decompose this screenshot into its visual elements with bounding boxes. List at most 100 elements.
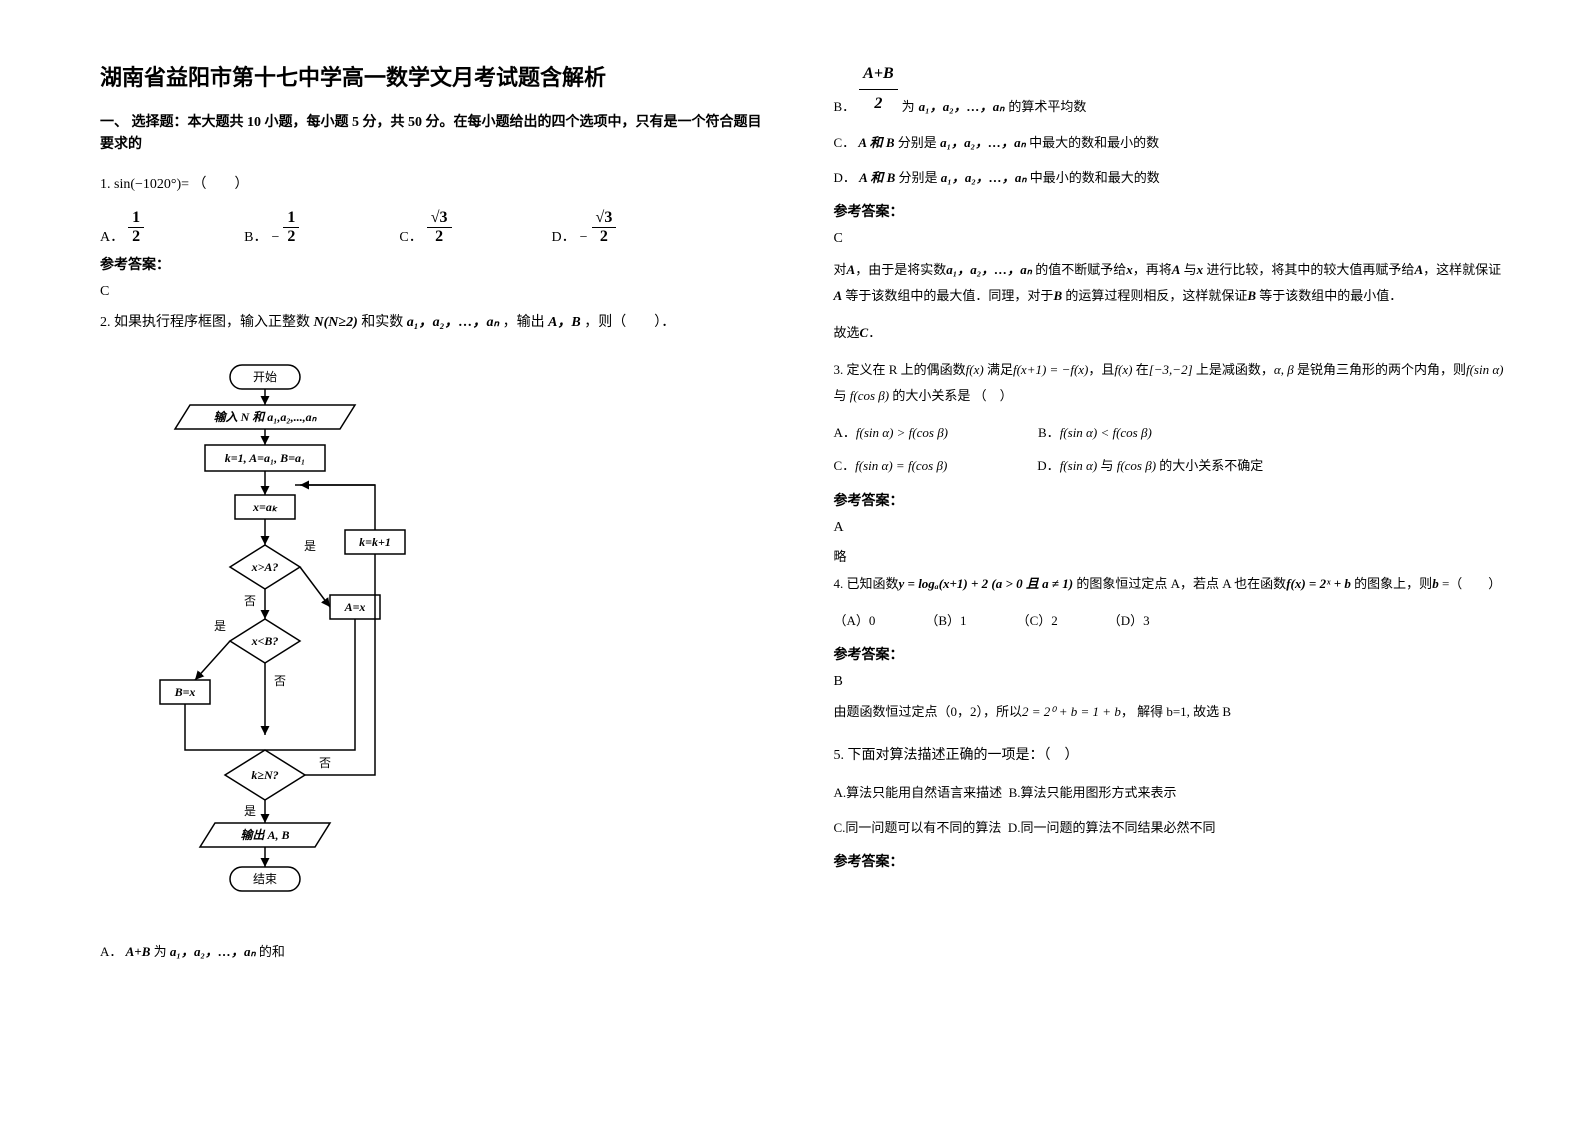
neg: − <box>580 230 588 246</box>
expr: A+B <box>126 944 151 959</box>
t: 2 = 2⁰ + b = 1 + b <box>1022 704 1121 719</box>
t: [−3,−2] <box>1149 362 1193 377</box>
fc-no3: 否 <box>319 756 331 770</box>
q1-optC: C． √32 <box>399 209 451 246</box>
t: B． <box>1038 425 1060 440</box>
q2-optB: B． A+B2 为 a₁，a₂，…，aₙ 的算术平均数 <box>834 60 1508 119</box>
t: ，这样就保证 <box>1423 262 1501 277</box>
t: 是锐角三角形的两个内角，则 <box>1294 362 1466 377</box>
question-2: 2. 如果执行程序框图，输入正整数 N(N≥2) 和实数 a₁，a₂，…，aₙ … <box>100 310 774 335</box>
q1-answer: C <box>100 284 774 300</box>
t: f(sin α) = f(cos β) <box>855 458 947 473</box>
lbl: A． <box>100 944 122 959</box>
t: D.同一问题的算法不同结果必然不同 <box>1008 820 1216 835</box>
t: 上是减函数， <box>1193 362 1274 377</box>
q1-optB: B． − 12 <box>244 209 299 246</box>
t: f(sin α) < f(cos β) <box>1060 425 1152 440</box>
lbl: B． <box>834 95 856 118</box>
opt-label: C． <box>399 226 422 246</box>
t: f(sin α) > f(cos β) <box>856 425 948 440</box>
t: 4. 已知函数 <box>834 576 899 591</box>
t: 的运算过程则相反，这样就保证 <box>1062 288 1247 303</box>
ab: A 和 B <box>859 170 895 185</box>
answer-label: 参考答案： <box>100 254 774 274</box>
fc-yes: 是 <box>304 539 316 553</box>
frac-num: √3 <box>592 209 617 228</box>
q5-optsAB: A.算法只能用自然语言来描述 B.算法只能用图形方式来表示 <box>834 781 1508 804</box>
q2-AB: A，B <box>548 315 581 330</box>
q2-mid: 和实数 <box>361 315 403 330</box>
frac-num: 1 <box>128 209 144 228</box>
q5-optsCD: C.同一问题可以有不同的算法 D.同一问题的算法不同结果必然不同 <box>834 816 1508 839</box>
ab: A 和 B <box>858 135 894 150</box>
t: 故选 <box>834 325 860 340</box>
opt-label: D． <box>552 226 576 246</box>
end: 的和 <box>259 944 285 959</box>
fc-x: x=aₖ <box>252 500 279 514</box>
q2-end: ，则（ ）． <box>584 315 675 330</box>
frac-den: 2 <box>283 228 299 246</box>
t: 的大小关系不确定 <box>1156 458 1263 473</box>
fc-A: A=x <box>344 600 366 614</box>
frac-den: 2 <box>592 228 617 246</box>
fc-input: 输入 N 和 a₁,a₂,...,aₙ <box>214 410 318 424</box>
t: f(x) = 2ˣ + b <box>1286 576 1351 591</box>
q3-opts: A．f(sin α) > f(cos β) B．f(sin α) < f(cos… <box>834 421 1508 478</box>
answer-label: 参考答案： <box>834 644 1508 664</box>
q3-answer: A <box>834 520 1508 536</box>
question-1: 1. sin(−1020°)= （ ） <box>100 172 774 197</box>
t: 满足 <box>984 362 1013 377</box>
q2-answer: C <box>834 231 1508 247</box>
t: A.算法只能用自然语言来描述 <box>834 785 1003 800</box>
t: B <box>1247 288 1256 303</box>
t: B <box>1053 288 1062 303</box>
end: 中最小的数和最大的数 <box>1030 170 1160 185</box>
q2-post: ，输出 <box>503 315 545 330</box>
lbl: D． <box>834 170 856 185</box>
t: =（ ） <box>1439 576 1502 591</box>
question-4: 4. 已知函数y = logₐ(x+1) + 2 (a > 0 且 a ≠ 1)… <box>834 571 1508 597</box>
t: 与 <box>1097 458 1117 473</box>
t: A． <box>834 425 856 440</box>
fc-B: B=x <box>174 685 196 699</box>
t: 与 <box>1180 262 1196 277</box>
mid: 分别是 <box>898 135 937 150</box>
t: （B）1 <box>925 609 966 632</box>
t: （D）3 <box>1108 609 1150 632</box>
t: （C）2 <box>1017 609 1058 632</box>
neg: − <box>271 230 279 246</box>
end: 中最大的数和最小的数 <box>1029 135 1159 150</box>
t: C <box>860 325 869 340</box>
q1-options: A． 12 B． − 12 C． √32 D． − √32 <box>100 209 774 246</box>
mid: 为 <box>154 944 167 959</box>
t: a₁，a₂，…，aₙ <box>946 262 1032 277</box>
t: 3. 定义在 R 上的偶函数 <box>834 362 966 377</box>
q4-answer: B <box>834 674 1508 690</box>
t: 进行比较，将其中的较大值再赋予给 <box>1203 262 1414 277</box>
fc-out: 输出 A, B <box>240 828 289 842</box>
page-title: 湖南省益阳市第十七中学高一数学文月考试题含解析 <box>100 60 774 92</box>
t: 等于该数组中的最大值．同理，对于 <box>842 288 1053 303</box>
t: 等于该数组中的最小值． <box>1256 288 1402 303</box>
end: 的算术平均数 <box>1008 95 1086 118</box>
t: ，再将 <box>1133 262 1172 277</box>
t: 在 <box>1132 362 1148 377</box>
q4-explain: 由题函数恒过定点（0，2），所以2 = 2⁰ + b = 1 + b， 解得 b… <box>834 700 1508 723</box>
frac-den: 2 <box>128 228 144 246</box>
t: 的值不断赋予给 <box>1032 262 1126 277</box>
question-5: 5. 下面对算法描述正确的一项是：（ ） <box>834 743 1508 768</box>
fc-yes2: 是 <box>214 619 226 633</box>
t: D． <box>1037 458 1059 473</box>
t: A <box>847 262 856 277</box>
t: 的大小关系是 （ ） <box>889 388 1013 403</box>
t: f(sin α) <box>1466 362 1504 377</box>
fc-start: 开始 <box>253 370 277 384</box>
t: f(x) <box>966 362 984 377</box>
q2-explain: 对A，由于是将实数a₁，a₂，…，aₙ 的值不断赋予给x，再将A 与x 进行比较… <box>834 257 1508 309</box>
t: A <box>1414 262 1423 277</box>
t: ，由于是将实数 <box>855 262 946 277</box>
frac-num: √3 <box>427 209 452 228</box>
fc-init: k=1, A=a₁, B=a₁ <box>225 451 305 465</box>
t: f(x) <box>1114 362 1132 377</box>
fc-c1: x>A? <box>251 560 279 574</box>
